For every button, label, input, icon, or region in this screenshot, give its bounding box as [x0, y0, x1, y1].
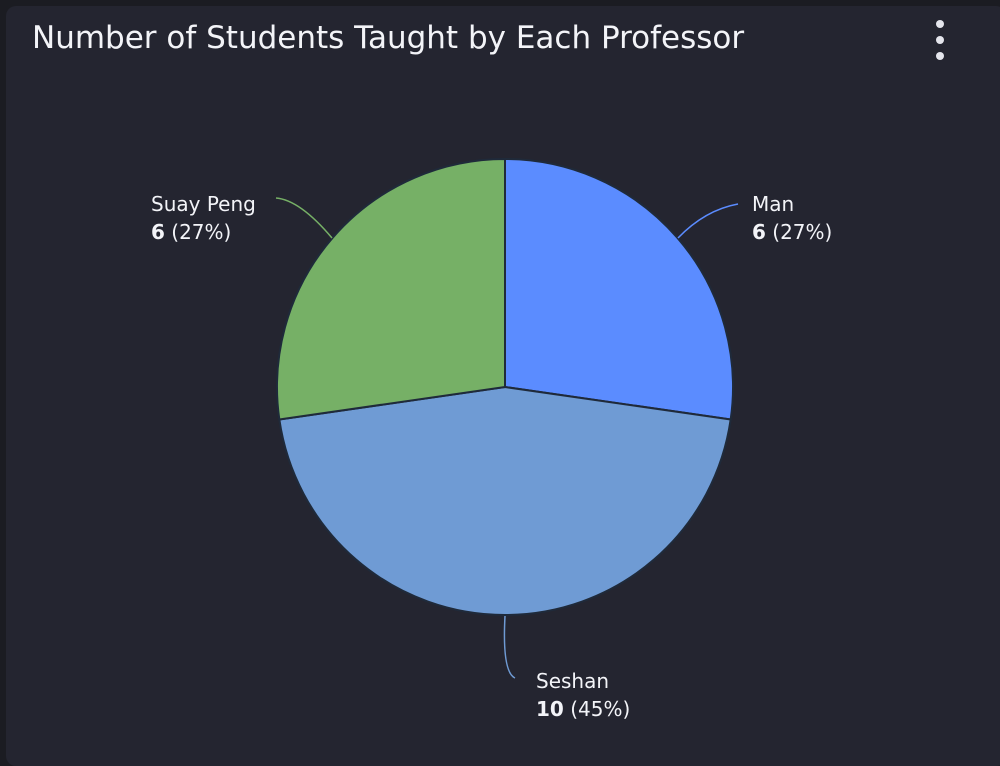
slice-percent: (27%)	[766, 220, 832, 244]
slice-percent: (45%)	[564, 697, 630, 721]
pie-slice-suay-peng[interactable]	[276, 157, 506, 421]
leader-line-suay-peng	[275, 197, 333, 239]
pie-slice-man[interactable]	[504, 157, 734, 421]
slice-label-value: 6 (27%)	[752, 220, 832, 244]
label-leaders	[275, 197, 739, 679]
slice-label-name: Suay Peng	[151, 192, 256, 216]
pie-slice-seshan[interactable]	[278, 385, 732, 616]
slice-label-value: 6 (27%)	[151, 220, 231, 244]
chart-title: Number of Students Taught by Each Profes…	[32, 20, 745, 56]
more-options-button[interactable]	[926, 20, 954, 60]
pie-chart: Man 6 (27%) Seshan 10 (45%) Suay Peng 6 (27%)	[151, 157, 832, 721]
slice-value: 6	[151, 220, 165, 244]
more-vertical-icon	[936, 20, 944, 28]
slice-value: 10	[536, 697, 564, 721]
more-vertical-icon-dot	[936, 36, 944, 44]
leader-line-seshan	[503, 615, 516, 679]
slice-percent: (27%)	[165, 220, 231, 244]
pie-slices	[276, 157, 734, 616]
slice-value: 6	[752, 220, 766, 244]
slice-label-name: Man	[752, 192, 794, 216]
leader-line-man	[677, 203, 739, 239]
slice-label-value: 10 (45%)	[536, 697, 630, 721]
more-vertical-icon-dot	[936, 52, 944, 60]
slice-labels: Man 6 (27%) Seshan 10 (45%) Suay Peng 6 (27%)	[151, 192, 832, 721]
slice-label-name: Seshan	[536, 669, 609, 693]
